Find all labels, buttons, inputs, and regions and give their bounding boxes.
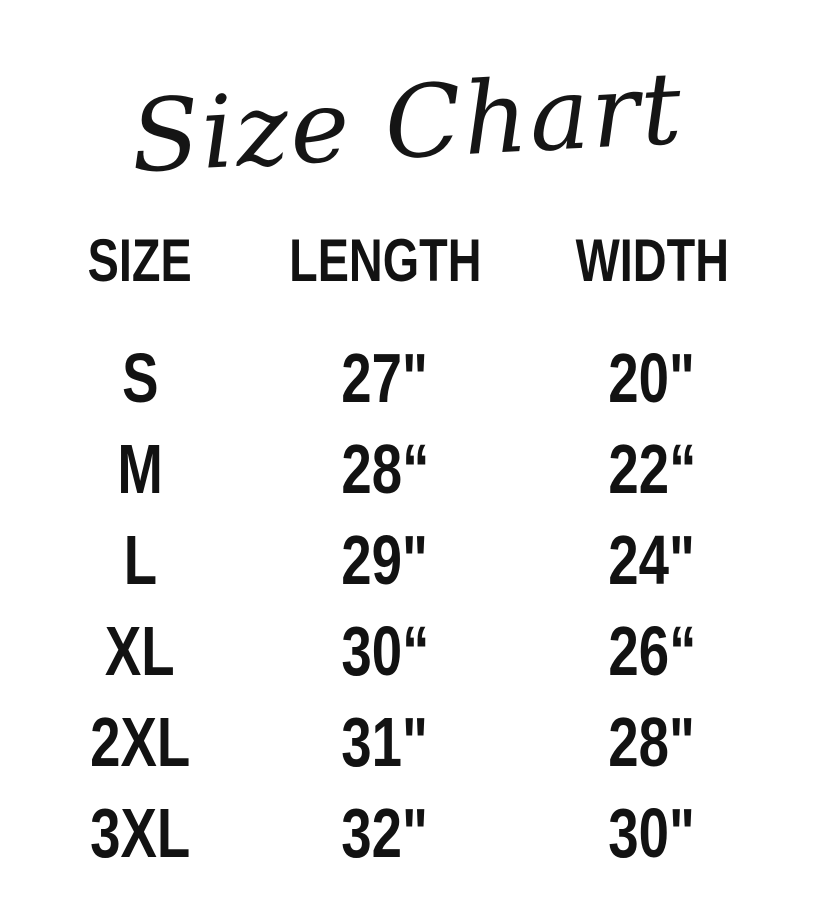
width-cell: 30": [608, 793, 696, 872]
length-cell: 27": [341, 338, 429, 417]
table-body: S 27" 20" M 28“ 22“: [55, 332, 759, 878]
table-row: 3XL 32" 30": [55, 787, 759, 878]
size-cell: 2XL: [89, 702, 191, 781]
size-cell: M: [117, 429, 163, 508]
table-row: 2XL 31" 28": [55, 696, 759, 787]
column-header-width: WIDTH: [545, 231, 759, 291]
column-header-length-label: LENGTH: [288, 227, 482, 294]
length-cell: 31": [341, 702, 429, 781]
length-cell: 28“: [340, 429, 430, 508]
table-row: S 27" 20": [55, 332, 759, 423]
column-header-width-label: WIDTH: [575, 227, 729, 294]
column-header-size-label: SIZE: [87, 227, 193, 294]
width-cell: 22“: [607, 429, 697, 508]
size-cell: L: [123, 520, 157, 599]
column-header-size: SIZE: [55, 231, 225, 291]
table-row: XL 30“ 26“: [55, 605, 759, 696]
table-row: L 29" 24": [55, 514, 759, 605]
length-cell: 29": [341, 520, 429, 599]
size-cell: S: [121, 338, 159, 417]
size-cell: 3XL: [89, 793, 191, 872]
length-cell: 32": [341, 793, 429, 872]
table-row: M 28“ 22“: [55, 423, 759, 514]
width-cell: 28": [608, 702, 696, 781]
length-cell: 30“: [340, 611, 430, 690]
table-header-row: SIZE LENGTH WIDTH: [55, 230, 759, 292]
width-cell: 24": [608, 520, 696, 599]
width-cell: 20": [608, 338, 696, 417]
page-title: Size Chart: [127, 49, 687, 195]
width-cell: 26“: [607, 611, 697, 690]
column-header-length: LENGTH: [225, 231, 545, 291]
size-cell: XL: [105, 611, 175, 690]
size-table: SIZE LENGTH WIDTH S 27" 20": [55, 230, 759, 878]
